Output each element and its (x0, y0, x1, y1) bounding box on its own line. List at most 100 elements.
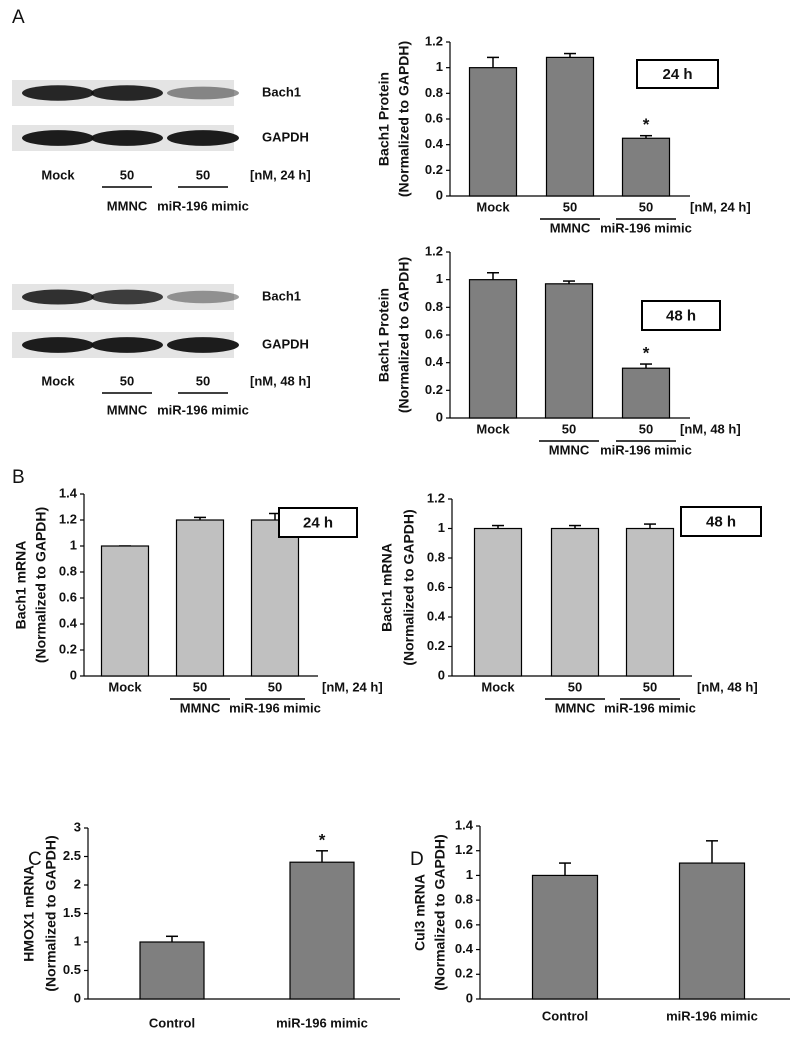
y-tick-label: 1.4 (59, 485, 78, 500)
bar (289, 861, 355, 1000)
panel-label: B (12, 467, 25, 488)
panel-label: A (12, 7, 25, 28)
y-tick-label: 0.6 (425, 110, 443, 125)
lane-sublabel: miR-196 mimic (157, 402, 249, 417)
y-tick-label: 0.2 (455, 966, 473, 981)
blot-band (22, 85, 94, 101)
y-axis-label: (Normalized to GAPDH) (396, 257, 412, 413)
x-tick-label: Mock (476, 199, 510, 214)
significance-mark: * (643, 344, 650, 363)
annotation-box (278, 507, 358, 538)
y-tick-label: 1 (438, 520, 445, 535)
blot-band (22, 337, 94, 353)
y-axis-label: Bach1 Protein (376, 72, 392, 166)
y-axis-label: HMOX1 mRNA (21, 865, 37, 961)
x-tick-sublabel: MMNC (549, 442, 590, 457)
y-tick-label: 0 (466, 990, 473, 1005)
y-tick-label: 3 (74, 819, 81, 834)
y-tick-label: 0.6 (425, 326, 443, 341)
blot-band (167, 130, 239, 146)
blot-band (91, 289, 163, 305)
lane-label: 50 (196, 373, 210, 388)
y-axis-label: Bach1 Protein (376, 288, 392, 382)
significance-mark: * (319, 830, 326, 849)
y-tick-label: 0.4 (427, 608, 446, 623)
blot-band (91, 130, 163, 146)
blot-band (91, 337, 163, 353)
x-tick-label: 50 (639, 199, 653, 214)
bar (250, 519, 300, 677)
y-tick-label: 2.5 (63, 848, 81, 863)
x-tick-sublabel: miR-196 mimic (229, 700, 321, 715)
bar (621, 367, 671, 419)
y-tick-label: 1.2 (425, 33, 443, 48)
annotation: 48 h (706, 513, 736, 530)
x-tick-label: miR-196 mimic (276, 1015, 368, 1030)
bar (175, 519, 225, 677)
x-tick-label: 50 (639, 421, 653, 436)
blot-band (91, 85, 163, 101)
y-tick-label: 0.2 (425, 382, 443, 397)
y-tick-label: 0.2 (59, 641, 77, 656)
y-tick-label: 1 (466, 867, 473, 882)
bar (139, 941, 205, 1000)
bar (531, 874, 599, 1000)
y-tick-label: 0.8 (59, 563, 77, 578)
y-tick-label: 1.2 (455, 842, 473, 857)
x-tick-label: Control (149, 1015, 195, 1030)
x-tick-sublabel: MMNC (550, 220, 591, 235)
y-tick-label: 0.6 (427, 579, 445, 594)
y-tick-label: 1 (70, 537, 77, 552)
panel-label: C (28, 849, 42, 870)
y-tick-label: 0.8 (425, 299, 443, 314)
unit-label: [nM, 24 h] (690, 199, 751, 214)
y-tick-label: 0.5 (63, 962, 81, 977)
x-tick-sublabel: miR-196 mimic (604, 700, 696, 715)
lane-label: 50 (120, 167, 134, 182)
x-tick-sublabel: miR-196 mimic (600, 442, 692, 457)
bar (468, 67, 518, 197)
bar (621, 137, 671, 197)
blot-band (167, 337, 239, 353)
bar (545, 56, 595, 197)
x-tick-label: 50 (562, 421, 576, 436)
x-tick-label: Mock (481, 679, 515, 694)
y-tick-label: 1.2 (425, 243, 443, 258)
lane-label: Mock (41, 167, 75, 182)
bar (550, 527, 600, 677)
panel-label: D (410, 849, 424, 870)
unit-label: [nM, 24 h] (322, 679, 383, 694)
y-tick-label: 0.2 (425, 162, 443, 177)
annotation-box (641, 300, 721, 331)
y-tick-label: 1.5 (63, 905, 81, 920)
y-axis-label: (Normalized to GAPDH) (432, 834, 448, 990)
x-tick-label: miR-196 mimic (666, 1008, 758, 1023)
lane-sublabel: miR-196 mimic (157, 198, 249, 213)
y-tick-label: 0.4 (455, 941, 474, 956)
unit-label: [nM, 24 h] (250, 167, 311, 182)
blot-row-label: GAPDH (262, 336, 309, 351)
unit-label: [nM, 48 h] (680, 421, 741, 436)
x-tick-label: 50 (568, 679, 582, 694)
y-axis-label: (Normalized to GAPDH) (43, 835, 59, 991)
y-tick-label: 0.8 (425, 85, 443, 100)
y-tick-label: 0 (436, 409, 443, 424)
lane-label: 50 (120, 373, 134, 388)
unit-label: [nM, 48 h] (250, 373, 311, 388)
x-tick-label: Mock (108, 679, 142, 694)
blot-row-label: Bach1 (262, 288, 301, 303)
y-tick-label: 0.4 (425, 354, 444, 369)
bar (544, 283, 594, 419)
y-tick-label: 0.8 (455, 892, 473, 907)
annotation: 24 h (303, 514, 333, 531)
y-axis-label: (Normalized to GAPDH) (33, 507, 49, 663)
y-tick-label: 1.4 (455, 817, 474, 832)
y-tick-label: 0 (438, 667, 445, 682)
bar (473, 527, 523, 677)
lane-label: Mock (41, 373, 75, 388)
x-tick-label: 50 (563, 199, 577, 214)
y-axis-label: Bach1 mRNA (13, 541, 29, 630)
y-tick-label: 1 (436, 59, 443, 74)
y-tick-label: 1.2 (59, 511, 77, 526)
annotation: 48 h (666, 307, 696, 324)
